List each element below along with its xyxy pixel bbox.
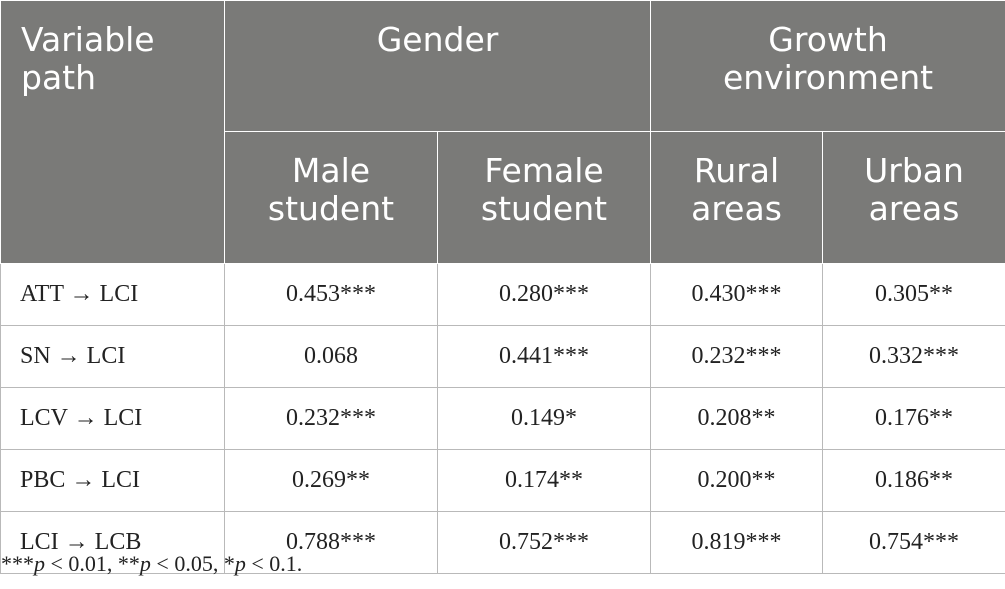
variable-path-header: Variable path bbox=[0, 0, 225, 264]
stars-1: * bbox=[223, 551, 235, 576]
path-cell: SN → LCI bbox=[0, 325, 225, 388]
table-row: LCI → LCB 0.788*** 0.752*** 0.819*** 0.7… bbox=[0, 511, 1005, 574]
value-cell: 0.186** bbox=[822, 449, 1005, 512]
urban-areas-header: Urban areas bbox=[822, 131, 1005, 264]
value-cell: 0.269** bbox=[224, 449, 438, 512]
gender-group-header: Gender bbox=[223, 0, 652, 132]
value-cell: 0.280*** bbox=[436, 263, 652, 326]
path-cell: ATT → LCI bbox=[0, 263, 225, 326]
value-cell: 0.430*** bbox=[650, 263, 824, 326]
value-cell: 0.752*** bbox=[436, 511, 652, 574]
value-cell: 0.174** bbox=[436, 449, 652, 512]
p-symbol: p bbox=[139, 551, 151, 576]
male-student-header: Male student bbox=[224, 131, 438, 264]
value-cell: 0.208** bbox=[650, 387, 824, 450]
results-table: Variable path Gender Growth environment … bbox=[0, 0, 1005, 574]
significance-footnote: ***p < 0.01, **p < 0.05, *p < 0.1. bbox=[1, 551, 302, 577]
growth-environment-group-header: Growth environment bbox=[650, 0, 1005, 132]
value-cell: 0.788*** bbox=[224, 511, 438, 574]
p-symbol: p bbox=[234, 551, 246, 576]
value-cell: 0.754*** bbox=[822, 511, 1005, 574]
p-symbol: p bbox=[34, 551, 45, 576]
value-cell: 0.453*** bbox=[224, 263, 438, 326]
threshold-01: < 0.1. bbox=[245, 551, 303, 576]
stars-2: ** bbox=[117, 551, 140, 576]
path-cell: PBC → LCI bbox=[0, 449, 225, 512]
threshold-005: < 0.05, bbox=[150, 551, 224, 576]
stars-3: *** bbox=[1, 551, 34, 576]
header-row-subgroups: Male student Female student Rural areas … bbox=[1, 131, 1005, 264]
value-cell: 0.819*** bbox=[650, 511, 824, 574]
threshold-001: < 0.01, bbox=[45, 551, 118, 576]
value-cell: 0.441*** bbox=[436, 325, 652, 388]
header-row-groups: Variable path Gender Growth environment bbox=[0, 0, 1005, 264]
value-cell: 0.232*** bbox=[224, 387, 438, 450]
value-cell: 0.332*** bbox=[822, 325, 1005, 388]
value-cell: 0.305** bbox=[822, 263, 1005, 326]
path-cell: LCV → LCI bbox=[0, 387, 225, 450]
path-cell: LCI → LCB bbox=[0, 511, 225, 574]
rural-areas-header: Rural areas bbox=[650, 131, 824, 264]
table-row: PBC → LCI 0.269** 0.174** 0.200** 0.186*… bbox=[0, 449, 1005, 512]
value-cell: 0.232*** bbox=[650, 325, 824, 388]
female-student-header: Female student bbox=[436, 131, 652, 264]
table-header: Variable path Gender Growth environment … bbox=[0, 0, 1005, 264]
value-cell: 0.200** bbox=[650, 449, 824, 512]
value-cell: 0.068 bbox=[224, 325, 438, 388]
value-cell: 0.149* bbox=[436, 387, 652, 450]
table-row: ATT → LCI 0.453*** 0.280*** 0.430*** 0.3… bbox=[0, 263, 1005, 326]
table-body: ATT → LCI 0.453*** 0.280*** 0.430*** 0.3… bbox=[0, 263, 1005, 574]
value-cell: 0.176** bbox=[822, 387, 1005, 450]
table-row: LCV → LCI 0.232*** 0.149* 0.208** 0.176*… bbox=[0, 387, 1005, 450]
table-row: SN → LCI 0.068 0.441*** 0.232*** 0.332**… bbox=[0, 325, 1005, 388]
